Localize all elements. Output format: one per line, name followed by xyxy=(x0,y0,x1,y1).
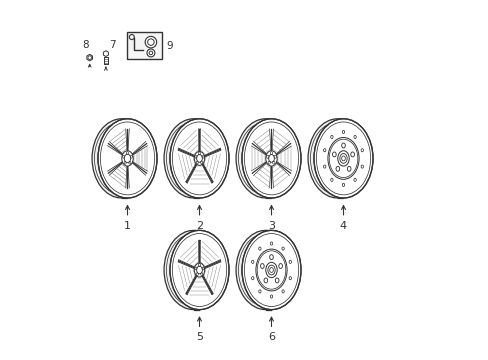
Ellipse shape xyxy=(194,263,204,277)
Ellipse shape xyxy=(251,260,253,264)
Ellipse shape xyxy=(260,264,264,269)
Ellipse shape xyxy=(269,255,273,260)
Ellipse shape xyxy=(330,135,332,139)
Ellipse shape xyxy=(194,152,204,165)
Ellipse shape xyxy=(164,230,223,310)
Ellipse shape xyxy=(255,249,286,291)
Ellipse shape xyxy=(258,290,261,293)
Ellipse shape xyxy=(353,135,356,139)
Ellipse shape xyxy=(288,260,291,264)
Ellipse shape xyxy=(313,119,372,198)
Ellipse shape xyxy=(332,152,335,157)
Text: 8: 8 xyxy=(82,40,88,50)
Ellipse shape xyxy=(350,152,354,157)
Ellipse shape xyxy=(170,230,228,310)
Ellipse shape xyxy=(307,119,366,198)
Ellipse shape xyxy=(346,166,350,171)
Bar xyxy=(127,32,162,59)
Ellipse shape xyxy=(258,247,261,250)
Text: 3: 3 xyxy=(267,221,274,231)
Ellipse shape xyxy=(270,242,272,245)
Ellipse shape xyxy=(360,149,363,152)
Ellipse shape xyxy=(323,165,325,168)
Ellipse shape xyxy=(282,290,284,293)
Ellipse shape xyxy=(146,49,155,57)
Ellipse shape xyxy=(270,295,272,298)
Ellipse shape xyxy=(265,262,277,278)
Text: 4: 4 xyxy=(339,221,346,231)
Ellipse shape xyxy=(236,119,295,198)
Ellipse shape xyxy=(264,278,267,283)
Ellipse shape xyxy=(327,138,358,179)
Ellipse shape xyxy=(98,119,157,198)
Ellipse shape xyxy=(335,166,339,171)
Ellipse shape xyxy=(164,119,223,198)
Ellipse shape xyxy=(242,230,301,310)
Ellipse shape xyxy=(275,278,278,283)
Text: 1: 1 xyxy=(124,221,131,231)
Ellipse shape xyxy=(323,149,325,152)
Ellipse shape xyxy=(341,143,345,148)
Ellipse shape xyxy=(251,276,253,280)
Ellipse shape xyxy=(342,183,344,186)
Ellipse shape xyxy=(337,151,348,166)
Ellipse shape xyxy=(92,119,151,198)
Ellipse shape xyxy=(330,178,332,181)
Text: 6: 6 xyxy=(267,332,274,342)
Ellipse shape xyxy=(265,151,277,166)
Ellipse shape xyxy=(236,230,295,310)
Text: 5: 5 xyxy=(196,332,203,342)
Ellipse shape xyxy=(278,264,282,269)
Ellipse shape xyxy=(288,276,291,280)
Text: 7: 7 xyxy=(109,40,116,50)
Ellipse shape xyxy=(342,130,344,134)
Ellipse shape xyxy=(360,165,363,168)
Ellipse shape xyxy=(353,178,356,181)
Ellipse shape xyxy=(242,119,301,198)
Text: 2: 2 xyxy=(196,221,203,231)
Ellipse shape xyxy=(145,36,156,48)
Ellipse shape xyxy=(282,247,284,250)
Ellipse shape xyxy=(170,119,228,198)
Ellipse shape xyxy=(122,151,133,166)
Text: 9: 9 xyxy=(166,41,172,51)
